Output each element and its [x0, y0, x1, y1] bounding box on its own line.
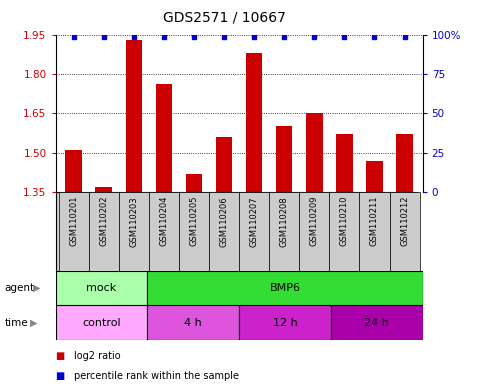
- Bar: [149, 192, 179, 271]
- Bar: [65, 150, 82, 192]
- Text: GDS2571 / 10667: GDS2571 / 10667: [163, 11, 286, 25]
- Text: log2 ratio: log2 ratio: [74, 351, 121, 361]
- Text: GSM110211: GSM110211: [370, 196, 379, 247]
- Text: GSM110206: GSM110206: [220, 196, 228, 247]
- Text: control: control: [82, 318, 121, 328]
- Text: GSM110201: GSM110201: [69, 196, 78, 247]
- Bar: [56, 305, 147, 340]
- Bar: [58, 192, 89, 271]
- Text: GSM110208: GSM110208: [280, 196, 289, 247]
- Bar: [276, 126, 293, 192]
- Text: ■: ■: [56, 351, 65, 361]
- Bar: [216, 137, 232, 192]
- Bar: [359, 192, 389, 271]
- Text: BMP6: BMP6: [270, 283, 300, 293]
- Bar: [179, 192, 209, 271]
- Bar: [89, 192, 119, 271]
- Text: GSM110203: GSM110203: [129, 196, 138, 247]
- Bar: [239, 192, 269, 271]
- Text: GSM110202: GSM110202: [99, 196, 108, 247]
- Bar: [239, 305, 331, 340]
- Bar: [299, 192, 329, 271]
- Text: 12 h: 12 h: [272, 318, 298, 328]
- Bar: [366, 161, 383, 192]
- Bar: [119, 192, 149, 271]
- Bar: [156, 84, 172, 192]
- Text: GSM110212: GSM110212: [400, 196, 409, 247]
- Text: percentile rank within the sample: percentile rank within the sample: [74, 371, 239, 381]
- Text: 24 h: 24 h: [364, 318, 389, 328]
- Bar: [147, 271, 423, 305]
- Text: GSM110210: GSM110210: [340, 196, 349, 247]
- Bar: [56, 271, 147, 305]
- Text: time: time: [5, 318, 28, 328]
- Text: ▶: ▶: [33, 283, 41, 293]
- Bar: [96, 187, 112, 192]
- Text: GSM110204: GSM110204: [159, 196, 169, 247]
- Text: GSM110209: GSM110209: [310, 196, 319, 247]
- Bar: [396, 134, 413, 192]
- Text: mock: mock: [86, 283, 116, 293]
- Bar: [209, 192, 239, 271]
- Text: 4 h: 4 h: [185, 318, 202, 328]
- Text: ▶: ▶: [30, 318, 38, 328]
- Bar: [246, 53, 262, 192]
- Bar: [147, 305, 239, 340]
- Bar: [126, 40, 142, 192]
- Bar: [336, 134, 353, 192]
- Bar: [389, 192, 420, 271]
- Bar: [329, 192, 359, 271]
- Bar: [306, 113, 323, 192]
- Text: GSM110207: GSM110207: [250, 196, 258, 247]
- Bar: [185, 174, 202, 192]
- Text: GSM110205: GSM110205: [189, 196, 199, 247]
- Text: agent: agent: [5, 283, 35, 293]
- Bar: [269, 192, 299, 271]
- Bar: [331, 305, 423, 340]
- Text: ■: ■: [56, 371, 65, 381]
